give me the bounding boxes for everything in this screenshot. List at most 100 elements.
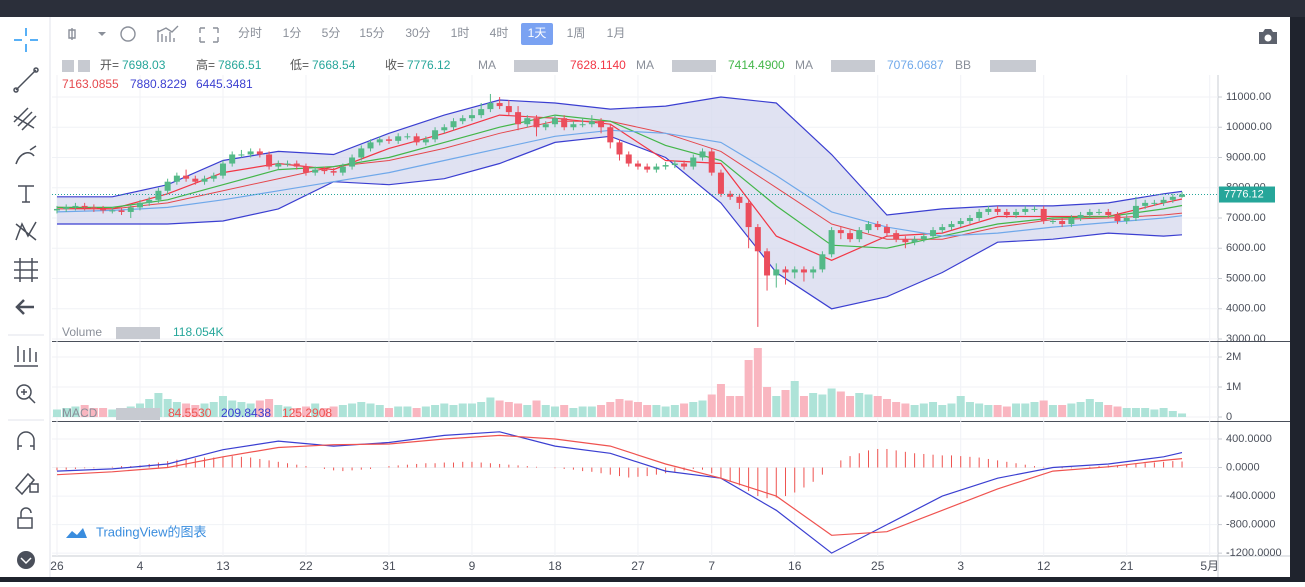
volume-bar [80,405,89,418]
candle-body [293,163,300,167]
volume-bar [449,405,458,418]
interval-button[interactable]: 4时 [490,26,509,40]
ma-controls[interactable] [514,60,558,72]
interval-button[interactable]: 15分 [359,26,384,40]
volume-bar [818,394,827,418]
volume-bar [421,406,430,418]
candle-body [1142,202,1149,206]
volume-bar [726,396,735,418]
volume-bar [329,406,338,418]
top-toolbar: 分时 1分 5分 15分 30分 1时 4时 1天 1周 1月 [68,23,1277,45]
candle-body [247,151,254,155]
indicators-icon[interactable] [157,25,179,42]
volume-bar [735,396,744,418]
volume-bar [763,387,772,418]
x-tick-label: 3 [957,559,964,573]
lock-drawing-tool[interactable] [14,472,39,496]
measure-tool[interactable] [14,346,38,367]
volume-bar [163,399,172,418]
eye-gear-icons[interactable] [62,60,90,72]
volume-bar [431,405,440,418]
x-tick-label: 31 [382,559,396,573]
interval-button[interactable]: 1天 [528,26,547,40]
volume-bar [781,390,790,418]
top-bar [0,0,1305,17]
candle-body [53,208,60,211]
y-tick-label: 0.0000 [1226,461,1260,473]
ma-name[interactable]: MA [795,58,813,72]
text-tool[interactable] [18,185,34,203]
candle-style-icon[interactable] [68,28,76,40]
zoom-tool[interactable] [16,384,36,404]
candle-body [847,233,854,240]
candle-body [127,207,134,212]
volume-bar [689,402,698,418]
macd-controls[interactable] [116,408,160,420]
brush-tool[interactable] [15,145,37,165]
candle-body [219,163,226,176]
volume-bar [523,405,532,418]
ma-controls[interactable] [831,60,875,72]
candle-body [893,233,900,240]
lock-tool[interactable] [17,507,33,529]
volume-bar [541,405,550,418]
ma-controls[interactable] [672,60,716,72]
interval-button[interactable]: 分时 [238,26,262,40]
candle-body [708,151,715,173]
volume-bar [670,405,679,418]
interval-button[interactable]: 1月 [607,26,626,40]
volume-bar [89,408,98,418]
interval-button[interactable]: 1分 [283,26,302,40]
open-label: 开= [100,58,119,72]
x-tick-label: 13 [216,559,230,573]
fullscreen-icon[interactable] [199,27,219,43]
volume-bar [910,405,919,418]
volume-bar [52,409,61,418]
volume-controls[interactable] [116,327,160,339]
volume-bar [827,388,836,418]
bb-name[interactable]: BB [955,58,971,72]
candle-body [385,139,392,141]
candle-body [478,109,485,116]
interval-button[interactable]: 1时 [451,26,470,40]
style-dropdown[interactable] [98,32,106,36]
ma-name[interactable]: MA [636,58,654,72]
settings-icon[interactable] [120,26,136,42]
back-tool[interactable] [15,299,34,315]
hide-tool[interactable] [17,551,35,569]
crosshair-tool[interactable] [14,28,38,52]
interval-button[interactable]: 1周 [567,26,586,40]
candle-body [515,112,522,125]
candle-body [561,118,568,128]
interval-button[interactable]: 30分 [405,26,430,40]
volume-bar [652,405,661,418]
volume-bar [790,381,799,418]
magnet-tool[interactable] [17,431,35,450]
volume-bar [218,396,227,418]
trendline-tool[interactable] [13,67,39,93]
interval-button[interactable]: 5分 [322,26,341,40]
ma-name[interactable]: MA [478,58,496,72]
candle-body [764,251,771,276]
candle-body [63,207,70,209]
candle-body [819,254,826,270]
candle-body [72,205,79,208]
bb-controls[interactable] [990,60,1036,72]
candle-body [1068,217,1075,225]
candle-body [948,224,955,228]
candle-body [487,103,494,110]
candle-body [192,178,199,182]
candle-body [745,202,752,228]
price-axis-bg [1218,50,1290,577]
volume-title: Volume [62,325,102,339]
volume-bar [228,400,237,418]
ma-value: 7628.1140 [570,58,626,72]
fib-tool[interactable] [14,258,38,282]
pattern-tool[interactable] [15,221,37,241]
candle-body [109,210,116,212]
pitchfork-tool[interactable] [13,107,37,131]
volume-bar [1113,406,1122,418]
volume-legend: Volume 118.054K [62,325,224,339]
candle-body [146,199,153,203]
volume-bar [265,399,274,418]
